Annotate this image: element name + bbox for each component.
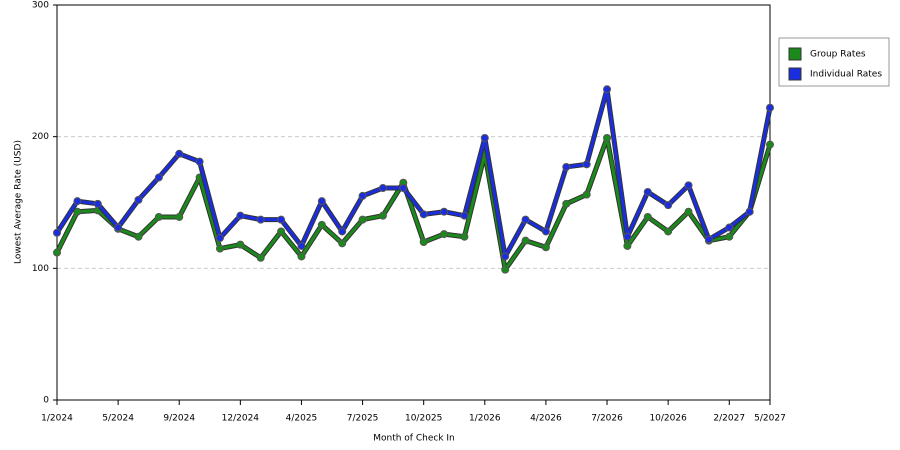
point — [582, 190, 591, 199]
point — [684, 207, 693, 216]
point — [358, 215, 367, 224]
point — [317, 220, 326, 229]
x-tick-label: 9/2024 — [163, 414, 195, 424]
point — [521, 215, 530, 224]
point — [378, 184, 387, 193]
point — [236, 240, 245, 249]
point — [297, 252, 306, 261]
point — [53, 228, 61, 237]
point — [277, 215, 286, 224]
point — [643, 212, 652, 221]
x-tick-label: 5/2024 — [102, 414, 134, 424]
point — [562, 199, 571, 208]
point — [440, 207, 449, 216]
point — [704, 235, 713, 244]
point — [623, 232, 632, 241]
point — [501, 252, 510, 261]
legend-swatch — [788, 67, 802, 81]
point — [73, 207, 82, 216]
point — [541, 227, 550, 236]
x-tick-label: 4/2026 — [530, 414, 562, 424]
point — [154, 173, 163, 182]
point — [277, 227, 286, 236]
point — [664, 227, 673, 236]
point — [195, 157, 204, 166]
y-tick-label: 0 — [43, 396, 49, 406]
point — [766, 140, 774, 149]
point — [338, 239, 347, 248]
x-tick-label: 4/2025 — [286, 414, 318, 424]
point — [399, 184, 408, 193]
point — [378, 211, 387, 220]
y-tick-label: 200 — [32, 132, 49, 142]
point — [73, 197, 82, 206]
legend-label: Group Rates — [810, 50, 866, 60]
point — [562, 162, 571, 171]
plot-border — [56, 4, 771, 401]
y-axis-title: Lowest Average Rate (USD) — [14, 140, 24, 264]
x-tick-label: 5/2027 — [754, 414, 786, 424]
y-tick-label: 300 — [32, 1, 49, 11]
legend-label: Individual Rates — [810, 70, 882, 80]
point — [766, 103, 774, 112]
point — [541, 243, 550, 252]
point — [338, 227, 347, 236]
point — [480, 133, 489, 142]
point — [582, 160, 591, 169]
point — [501, 265, 510, 274]
point — [256, 253, 265, 262]
x-tick-label: 2/2027 — [713, 414, 745, 424]
point — [521, 236, 530, 245]
point — [725, 232, 734, 241]
point — [134, 195, 143, 204]
point — [114, 223, 123, 232]
point — [175, 212, 184, 221]
x-tick-label: 10/2026 — [649, 414, 687, 424]
point — [664, 201, 673, 210]
point — [745, 207, 754, 216]
point — [134, 232, 143, 241]
point — [440, 230, 449, 239]
point — [256, 215, 265, 224]
point — [623, 241, 632, 250]
x-tick-label: 1/2026 — [469, 414, 501, 424]
point — [53, 248, 61, 257]
x-tick-label: 7/2026 — [591, 414, 623, 424]
point — [236, 211, 245, 220]
x-tick-label: 7/2025 — [347, 414, 379, 424]
point — [215, 244, 224, 253]
x-tick-label: 1/2024 — [41, 414, 73, 424]
point — [358, 191, 367, 200]
point — [297, 241, 306, 250]
series-line — [55, 87, 772, 258]
y-tick-label: 100 — [32, 264, 49, 274]
point — [317, 197, 326, 206]
point — [93, 199, 102, 208]
legend-swatch — [788, 47, 802, 61]
x-tick-label: 10/2025 — [405, 414, 442, 424]
x-axis-title: Month of Check In — [373, 434, 455, 444]
x-tick-label: 12/2024 — [222, 414, 260, 424]
point — [643, 187, 652, 196]
point — [419, 210, 428, 219]
point — [175, 149, 184, 158]
point — [419, 238, 428, 246]
point — [460, 232, 469, 241]
point — [215, 234, 224, 243]
point — [154, 212, 163, 221]
point — [603, 133, 612, 142]
point — [460, 211, 469, 220]
point — [603, 85, 612, 94]
point — [725, 223, 734, 232]
point — [684, 181, 693, 190]
